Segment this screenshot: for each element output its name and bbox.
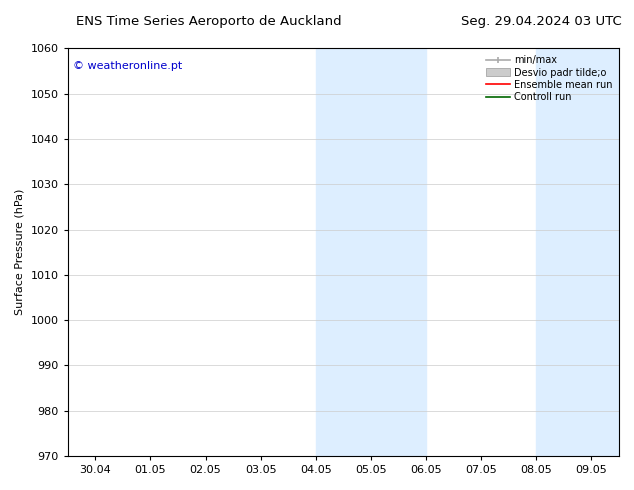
Bar [536, 49, 619, 456]
Y-axis label: Surface Pressure (hPa): Surface Pressure (hPa) [15, 189, 25, 316]
Text: © weatheronline.pt: © weatheronline.pt [73, 61, 183, 71]
Legend: min/max, Desvio padr tilde;o, Ensemble mean run, Controll run: min/max, Desvio padr tilde;o, Ensemble m… [484, 53, 614, 104]
Bar [316, 49, 426, 456]
Text: Seg. 29.04.2024 03 UTC: Seg. 29.04.2024 03 UTC [460, 15, 621, 28]
Text: ENS Time Series Aeroporto de Auckland: ENS Time Series Aeroporto de Auckland [76, 15, 342, 28]
